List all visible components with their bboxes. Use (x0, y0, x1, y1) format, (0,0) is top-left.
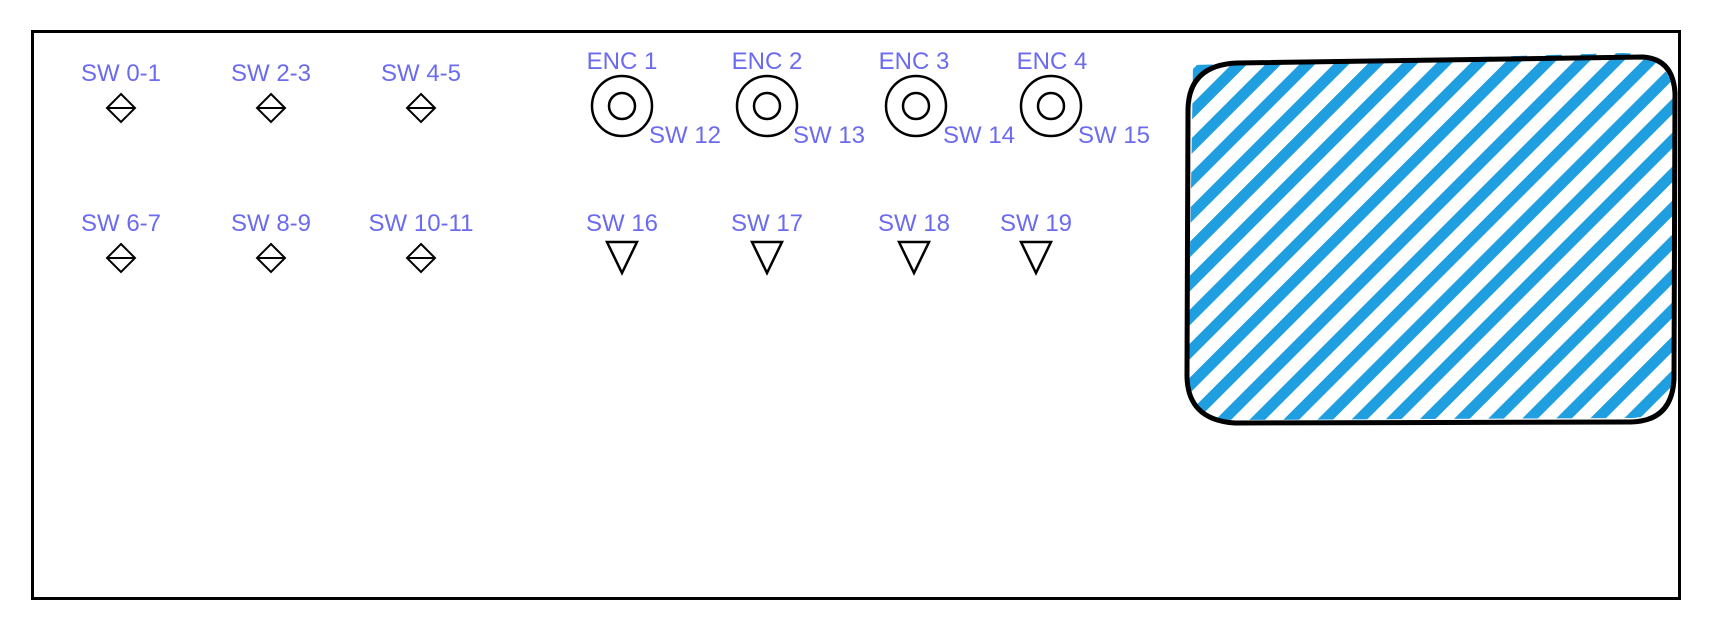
rotary-encoder-icon (735, 74, 799, 138)
toggle-switch-icon (255, 242, 287, 274)
toggle-label: SW 2-3 (230, 60, 312, 87)
pushbutton-label: SW 16 (585, 210, 659, 237)
toggle-label: SW 8-9 (230, 210, 312, 237)
rotary-encoder-icon (590, 74, 654, 138)
pushbutton-label: SW 19 (999, 210, 1073, 237)
toggle-label: SW 0-1 (80, 60, 162, 87)
toggle-switch-icon (255, 92, 287, 124)
encoder-switch-label: SW 15 (1078, 122, 1151, 149)
push-button-triangle-icon (1019, 240, 1053, 276)
toggle-switch-icon (405, 92, 437, 124)
toggle-switch-icon (105, 92, 137, 124)
display-screen-hatched-icon (1184, 53, 1678, 426)
push-button-triangle-icon (750, 240, 784, 276)
encoder-switch-label: SW 13 (793, 122, 866, 149)
rotary-encoder-icon (884, 74, 948, 138)
toggle-label: SW 10-11 (368, 210, 474, 237)
encoder-label: ENC 3 (878, 48, 950, 75)
encoder-switch-label: SW 14 (943, 122, 1016, 149)
pushbutton-label: SW 17 (730, 210, 804, 237)
encoder-switch-label: SW 12 (649, 122, 722, 149)
rotary-encoder-icon (1019, 74, 1083, 138)
toggle-label: SW 6-7 (80, 210, 162, 237)
toggle-label: SW 4-5 (380, 60, 462, 87)
panel-outline (31, 30, 1681, 600)
push-button-triangle-icon (897, 240, 931, 276)
toggle-switch-icon (105, 242, 137, 274)
encoder-label: ENC 1 (586, 48, 658, 75)
encoder-label: ENC 2 (731, 48, 803, 75)
toggle-switch-icon (405, 242, 437, 274)
push-button-triangle-icon (605, 240, 639, 276)
pushbutton-label: SW 18 (877, 210, 951, 237)
encoder-label: ENC 4 (1016, 48, 1088, 75)
